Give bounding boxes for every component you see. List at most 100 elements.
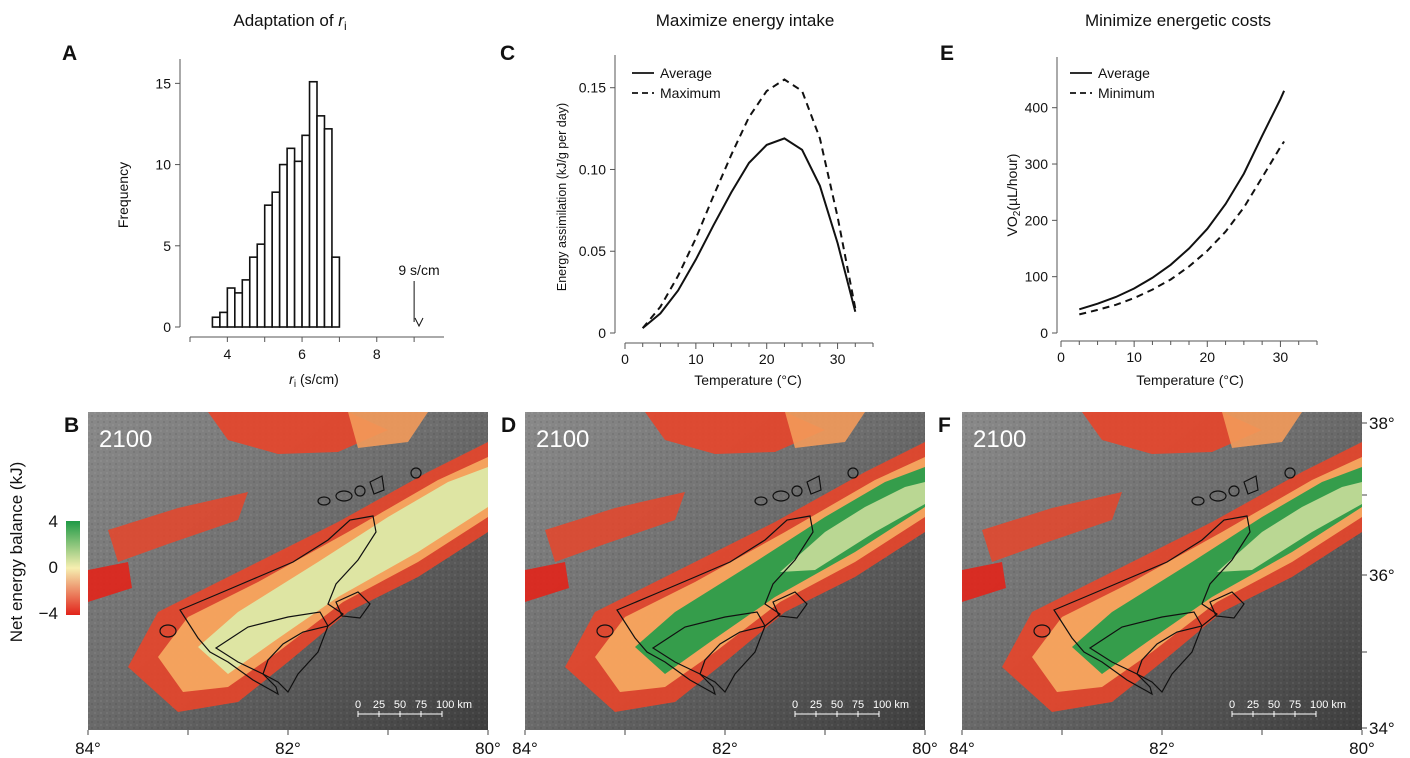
scale-bar-label: 75: [852, 699, 864, 711]
panel-c-xlabel: Temperature (°C): [694, 372, 802, 388]
panel-letter-a: A: [62, 42, 77, 65]
lon-label: 80°: [912, 739, 938, 758]
scale-bar: 0 25 50 75 100 km: [1229, 699, 1346, 717]
histogram-bar: [219, 311, 229, 328]
scale-bar-label: 0: [792, 699, 798, 711]
scale-bar-label: 100 km: [1310, 699, 1346, 711]
y-tick-label: 0.05: [579, 243, 606, 259]
y-tick-label: 10: [155, 157, 171, 173]
x-tick-label: 6: [298, 346, 306, 362]
lon-label: 80°: [475, 739, 501, 758]
scale-bar-label: 0: [355, 699, 361, 711]
panel-a-bars: [211, 80, 341, 328]
panel-e-xlabel: Temperature (°C): [1136, 372, 1244, 388]
scale-bar-label: 50: [831, 699, 843, 711]
scale-bar-label: 50: [1268, 699, 1280, 711]
scale-bar-label: 50: [394, 699, 406, 711]
legend-label-average: Average: [660, 65, 712, 81]
region-outline: [596, 624, 614, 638]
y-tick-label: 15: [155, 75, 171, 91]
scale-bar-label: 25: [373, 699, 385, 711]
terrain-orange-north: [348, 412, 428, 448]
y-tick-label: 100: [1025, 269, 1049, 285]
y-tick-label: 5: [163, 238, 171, 254]
lon-label: 84°: [75, 739, 101, 758]
terrain-red-edge: [525, 562, 569, 602]
panel-e-ylabel: VO2(µL/hour): [1004, 154, 1023, 237]
panel-e-y-ticks: 0 100 200 300 400: [1025, 100, 1057, 341]
histogram-bar: [248, 256, 259, 328]
series-line-average: [642, 137, 857, 329]
region-outline: [317, 496, 331, 506]
region-outline: [369, 475, 385, 495]
histogram-bar: [263, 204, 273, 328]
panel-e-lines: [1079, 90, 1286, 316]
region-outline: [335, 490, 353, 502]
terrain-red-north: [1082, 412, 1262, 454]
region-outline: [791, 485, 803, 497]
region-outline: [616, 515, 814, 696]
panel-e-energetic-costs: E Minimize energetic costs 0100200300400…: [940, 11, 1318, 388]
region-outline: [179, 515, 377, 696]
region-outline: [335, 591, 371, 619]
terrain-red-north: [645, 412, 825, 454]
panel-letter-bg: [502, 412, 525, 438]
panel-letter-d: D: [501, 414, 516, 437]
legend-label-average: Average: [1098, 65, 1150, 81]
region-outline: [1053, 515, 1251, 696]
scale-bar-label: 100 km: [436, 699, 472, 711]
histogram-bar: [331, 256, 341, 328]
terrain-band-highlight: [1217, 482, 1362, 572]
x-tick-label: 0: [621, 351, 629, 367]
histogram-bar: [278, 163, 288, 328]
y-tick-label: 300: [1025, 156, 1049, 172]
histogram-bar: [271, 191, 281, 328]
panel-c-title: Maximize energy intake: [656, 11, 835, 30]
panel-c-x-ticks: 0 10 20 30: [621, 343, 874, 367]
region-outline: [772, 490, 790, 502]
x-tick-label: 20: [1199, 349, 1215, 365]
lon-label: 82°: [712, 739, 738, 758]
legend-label-minimum: Minimum: [1098, 85, 1155, 101]
panel-a-annotation: 9 s/cm: [398, 262, 439, 278]
panel-a-ylabel: Frequency: [115, 162, 131, 228]
x-tick-label: 4: [223, 346, 231, 362]
region-outline: [1209, 591, 1245, 619]
region-outline: [410, 467, 422, 479]
terrain-band-core: [198, 467, 488, 674]
x-tick-label: 30: [830, 351, 846, 367]
region-outline: [806, 475, 822, 495]
panel-letter-bg: [65, 412, 88, 438]
lat-label-36: 36°: [1369, 566, 1395, 585]
arrow-down-icon: [414, 317, 424, 328]
colorbar-title: Net energy balance (kJ): [7, 462, 26, 642]
region-outline: [159, 624, 177, 638]
region-outline: [354, 485, 366, 497]
lon-label: 82°: [275, 739, 301, 758]
map-panel-d: D 2100 0 25 50 75 100 km 84° 82° 80°: [501, 412, 938, 758]
panel-e-x-ticks: 0 10 20 30: [1057, 341, 1318, 365]
lat-label-34: 34°: [1369, 719, 1395, 738]
region-outline: [847, 467, 859, 479]
colorbar-tick-high: 4: [49, 512, 58, 531]
map-year-label: 2100: [536, 426, 589, 453]
panel-letter-f: F: [938, 414, 951, 437]
terrain-orange-north: [1222, 412, 1302, 448]
terrain-red-west: [545, 492, 685, 562]
scale-bar-label: 75: [415, 699, 427, 711]
panel-c-lines: [641, 78, 857, 329]
scale-bar: 0 25 50 75 100 km: [792, 699, 909, 717]
panel-a-title: Adaptation of ri: [233, 11, 346, 33]
terrain-red-north: [208, 412, 388, 454]
region-outline: [1284, 467, 1296, 479]
histogram-bar: [256, 243, 266, 328]
y-tick-label: 400: [1025, 100, 1049, 116]
lon-label: 82°: [1149, 739, 1175, 758]
x-tick-label: 30: [1273, 349, 1289, 365]
panel-e-title: Minimize energetic costs: [1085, 11, 1271, 30]
y-tick-label: 0: [163, 319, 171, 335]
region-outline: [1209, 490, 1227, 502]
histogram-bar: [211, 316, 221, 328]
